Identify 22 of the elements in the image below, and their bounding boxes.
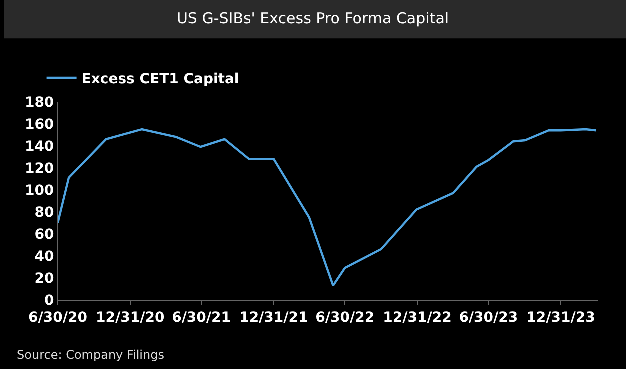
x-tick-label: 6/30/21	[172, 310, 232, 326]
line-series	[58, 128, 598, 287]
y-tick-label: 160	[24, 116, 54, 133]
y-tick-label: 20	[34, 270, 54, 287]
x-tick-label: 12/31/22	[383, 310, 452, 326]
x-tick-label: 12/31/20	[96, 310, 165, 326]
source-note: Source: Company Filings	[17, 348, 164, 362]
x-tick-label: 12/31/23	[526, 310, 596, 326]
y-tick-label: 60	[34, 226, 54, 243]
y-tick-label: 140	[24, 138, 54, 155]
y-tick-label: 0	[44, 292, 54, 309]
y-tick-label: 40	[34, 248, 54, 265]
x-tick-label: 6/30/23	[459, 310, 518, 326]
chart-title: US G-SIBs' Excess Pro Forma Capital	[176, 10, 450, 28]
y-tick-label: 100	[24, 182, 54, 199]
legend-label: Excess CET1 Capital	[82, 71, 240, 88]
y-tick-label: 120	[24, 160, 54, 177]
x-tick-label: 6/30/22	[316, 310, 375, 326]
x-tick-label: 6/30/20	[28, 310, 88, 326]
x-tick-label: 12/31/21	[240, 310, 308, 326]
y-tick-label: 80	[34, 204, 54, 221]
y-tick-label: 180	[24, 94, 54, 111]
